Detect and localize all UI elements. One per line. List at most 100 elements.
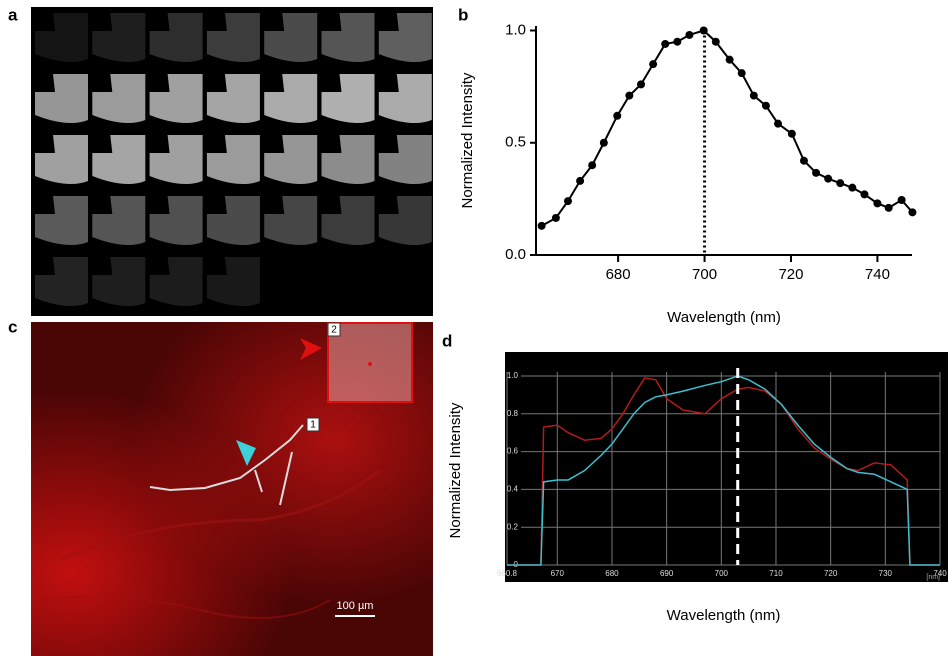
series-line — [507, 375, 940, 566]
y-tick-label: 0.2 — [507, 522, 519, 531]
data-point — [576, 176, 585, 185]
data-point — [824, 174, 833, 183]
data-point — [761, 101, 770, 110]
x-tick-label: 720 — [824, 569, 838, 578]
data-point — [613, 111, 622, 120]
data-point — [812, 168, 821, 177]
data-point — [737, 69, 746, 78]
data-point — [774, 119, 783, 128]
data-point — [625, 91, 634, 100]
data-point — [749, 91, 758, 100]
y-tick-label: 1.0 — [505, 21, 526, 38]
trace — [149, 424, 304, 506]
data-point — [860, 190, 869, 199]
roi-label: 1 — [310, 420, 316, 431]
thumbnail — [35, 257, 88, 307]
thumbnail — [378, 196, 432, 246]
thumbnail — [206, 74, 260, 124]
data-point — [836, 179, 845, 188]
thumbnail — [35, 74, 88, 124]
data-point — [537, 221, 546, 230]
data-point — [787, 129, 796, 138]
roi-label-box — [327, 322, 341, 337]
y-axis-title: Normalized Intensity — [459, 72, 476, 208]
scale-bar-label: 100 µm — [337, 600, 374, 612]
x-tick-label: 700 — [715, 569, 729, 578]
panel-label: a — [8, 5, 18, 24]
x-axis-title: Wavelength (nm) — [667, 309, 781, 326]
thumbnail — [264, 74, 318, 124]
thumbnail — [378, 135, 432, 185]
data-point — [873, 199, 882, 208]
thumbnail — [92, 13, 146, 63]
data-point — [637, 80, 646, 89]
data-point — [673, 37, 682, 46]
y-tick-label: 0.8 — [507, 409, 519, 418]
roi-label: 2 — [331, 325, 337, 336]
y-tick-label: 0.0 — [505, 246, 526, 263]
x-axis-title: Wavelength (nm) — [667, 607, 781, 624]
thumbnail — [264, 135, 318, 185]
series-line — [507, 377, 940, 566]
spot — [368, 362, 372, 366]
data-point — [848, 183, 857, 192]
y-tick-label: 0.4 — [507, 485, 519, 494]
thumbnail — [92, 135, 146, 185]
x-tick-label: 730 — [879, 569, 893, 578]
data-point — [884, 203, 893, 212]
thumbnail — [149, 74, 203, 124]
fiber — [39, 595, 331, 619]
x-tick-label: 660.8 — [497, 569, 518, 578]
data-point — [551, 213, 560, 222]
data-point — [799, 156, 808, 165]
thumbnail — [206, 13, 260, 63]
thumbnail — [35, 135, 88, 185]
panel-label: d — [442, 331, 452, 350]
thumbnail — [149, 13, 203, 63]
data-point — [649, 60, 658, 69]
thumbnail — [149, 135, 203, 185]
thumbnail — [92, 257, 146, 307]
thumbnail — [206, 257, 260, 307]
data-point — [685, 30, 694, 39]
thumbnail — [321, 135, 375, 185]
x-tick-label: 740 — [933, 569, 947, 578]
thumbnail — [149, 196, 203, 246]
data-point — [908, 208, 917, 217]
thumbnail — [149, 257, 203, 307]
thumbnail — [206, 135, 260, 185]
thumbnail-grid — [35, 13, 432, 307]
data-point — [588, 161, 597, 170]
thumbnail — [92, 196, 146, 246]
data-point — [897, 195, 906, 204]
x-tick-label: 700 — [692, 266, 717, 283]
y-tick-label: 1.0 — [507, 371, 519, 380]
x-tick-label: 740 — [865, 266, 890, 283]
x-tick-label: 680 — [606, 266, 631, 283]
thumbnail — [92, 74, 146, 124]
thumbnail — [35, 13, 88, 63]
x-tick-label: 690 — [660, 569, 674, 578]
x-tick-label: 670 — [551, 569, 565, 578]
x-tick-label: 710 — [769, 569, 783, 578]
y-axis-title: Normalized Intensity — [447, 402, 464, 538]
thumbnail — [378, 13, 432, 63]
red-arrowhead — [300, 338, 322, 360]
thumbnail — [35, 196, 88, 246]
x-tick-label: 680 — [605, 569, 619, 578]
thumbnail — [206, 196, 260, 246]
x-unit-label: [nm] — [926, 574, 940, 581]
y-tick-label: 0.5 — [505, 134, 526, 151]
plot-background — [505, 352, 948, 582]
data-point — [563, 197, 572, 206]
y-tick-label: 0.6 — [507, 447, 519, 456]
thumbnail — [264, 13, 318, 63]
thumbnail — [378, 74, 432, 124]
thumbnail — [321, 74, 375, 124]
x-tick-label: 720 — [778, 266, 803, 283]
data-point — [661, 39, 670, 48]
thumbnail — [321, 13, 375, 63]
fiber — [59, 468, 381, 562]
roi-label-box — [306, 417, 320, 432]
